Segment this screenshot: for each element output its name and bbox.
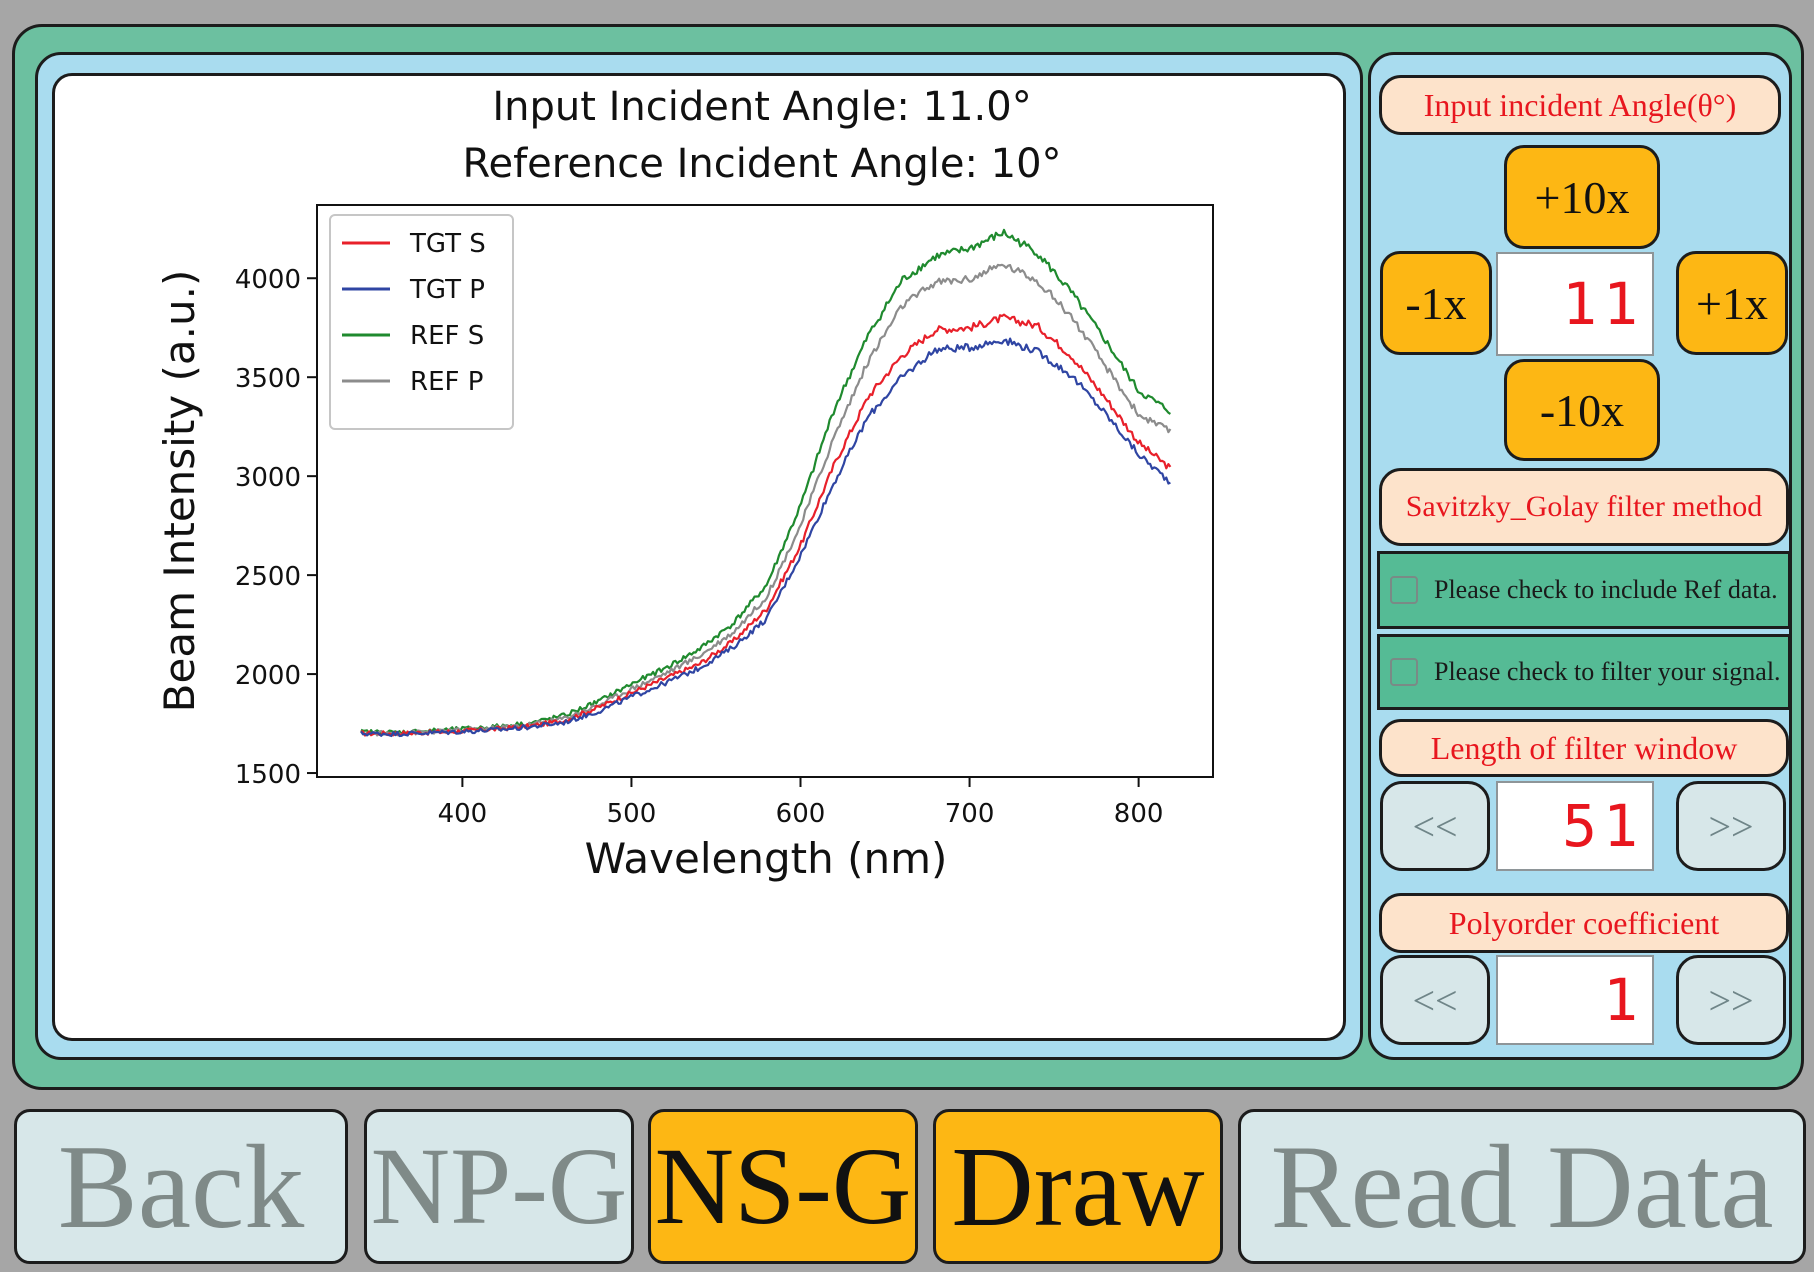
include-ref-label: Please check to include Ref data. (1434, 575, 1778, 604)
window-increase-button[interactable]: >> (1676, 781, 1786, 871)
np-g-button[interactable]: NP-G (364, 1109, 634, 1264)
polyorder-decrease-button[interactable]: << (1380, 955, 1490, 1045)
y-tick-label: 2500 (235, 562, 301, 592)
x-tick-label: 400 (438, 799, 488, 829)
legend-label: REF P (410, 367, 483, 397)
y-tick-label: 3500 (235, 364, 301, 394)
x-tick-label: 700 (945, 799, 995, 829)
y-tick-label: 3000 (235, 463, 301, 493)
filter-signal-checkbox-row[interactable]: Please check to filter your signal. (1377, 634, 1791, 710)
y-tick-label: 4000 (235, 265, 301, 295)
filter-signal-checkbox[interactable] (1390, 658, 1418, 686)
control-panel: Input incident Angle(θ°) +10x -1x 11 +1x… (1368, 52, 1792, 1060)
y-axis-label: Beam Intensity (a.u.) (155, 270, 204, 713)
polyorder-increase-button[interactable]: >> (1676, 955, 1786, 1045)
polyorder-display: 1 (1496, 955, 1654, 1045)
x-tick-label: 800 (1114, 799, 1164, 829)
window-decrease-button[interactable]: << (1380, 781, 1490, 871)
legend-label: REF S (410, 321, 484, 351)
legend-label: TGT P (409, 275, 485, 305)
y-tick-label: 1500 (235, 760, 301, 790)
main-frame: Input Incident Angle: 11.0° Reference In… (12, 24, 1804, 1090)
include-ref-checkbox-row[interactable]: Please check to include Ref data. (1377, 551, 1791, 629)
filter-signal-label: Please check to filter your signal. (1434, 657, 1781, 686)
ns-g-button[interactable]: NS-G (648, 1109, 918, 1264)
decrease-10x-button[interactable]: -10x (1504, 359, 1660, 461)
increase-10x-button[interactable]: +10x (1504, 145, 1660, 249)
angle-label: Input incident Angle(θ°) (1379, 75, 1781, 135)
chart-legend: TGT S TGT P REF S REF P (329, 214, 514, 430)
draw-button[interactable]: Draw (933, 1109, 1223, 1264)
polyorder-label: Polyorder coefficient (1379, 893, 1789, 953)
plot-card: Input Incident Angle: 11.0° Reference In… (52, 73, 1346, 1041)
decrease-1x-button[interactable]: -1x (1380, 251, 1492, 355)
x-tick-label: 600 (776, 799, 826, 829)
chart-subtitle: Reference Incident Angle: 10° (462, 141, 1061, 187)
y-tick-label: 2000 (235, 661, 301, 691)
plot-area-frame (316, 204, 1214, 778)
chart-title: Input Incident Angle: 11.0° (492, 84, 1031, 130)
back-button[interactable]: Back (14, 1109, 348, 1264)
angle-value-display: 11 (1496, 252, 1654, 356)
filter-window-label: Length of filter window (1379, 719, 1789, 777)
spectrum-chart: Input Incident Angle: 11.0° Reference In… (155, 84, 1214, 883)
plot-panel: Input Incident Angle: 11.0° Reference In… (35, 52, 1363, 1060)
x-tick-label: 500 (607, 799, 657, 829)
series-line-tgt-p (360, 337, 1171, 738)
increase-1x-button[interactable]: +1x (1676, 251, 1788, 355)
legend-label: TGT S (409, 229, 486, 259)
legend-box (329, 214, 514, 430)
filter-method-label: Savitzky_Golay filter method (1379, 468, 1789, 546)
include-ref-checkbox[interactable] (1390, 576, 1418, 604)
x-axis-label: Wavelength (nm) (585, 834, 948, 883)
filter-window-display: 51 (1496, 781, 1654, 871)
read-data-button[interactable]: Read Data (1238, 1109, 1806, 1264)
